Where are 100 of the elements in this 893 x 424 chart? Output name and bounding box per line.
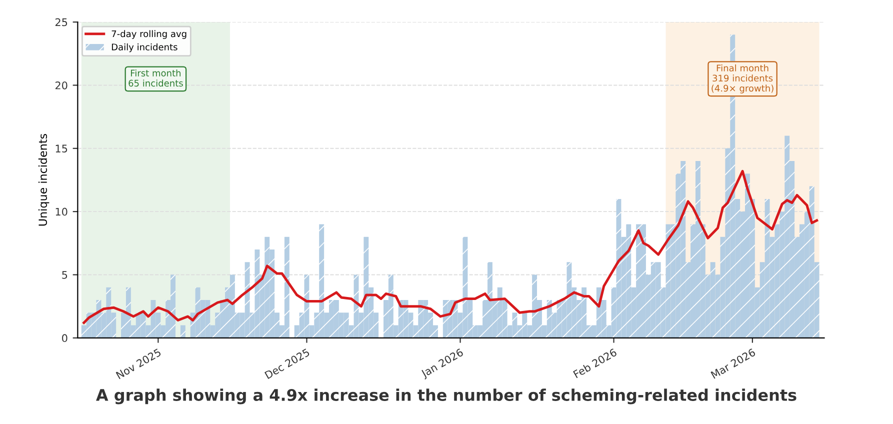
bar (656, 262, 661, 338)
bar (695, 161, 700, 338)
bar (680, 161, 686, 338)
bar (130, 325, 136, 338)
annotation: Final month 319 incidents (4.9× growth) (712, 64, 774, 94)
bar (383, 300, 388, 338)
bar (582, 287, 587, 338)
y-tick-label: 5 (62, 271, 68, 279)
bar (324, 312, 330, 338)
bar (299, 312, 304, 338)
bar (398, 300, 404, 338)
bar (522, 312, 528, 338)
bar (487, 262, 492, 338)
bar (720, 236, 726, 338)
bar (566, 262, 572, 338)
bar (314, 312, 320, 338)
bar (497, 287, 502, 338)
bar (774, 224, 780, 338)
bar (210, 325, 216, 338)
bar (676, 174, 681, 338)
bar (166, 300, 171, 338)
bar (180, 325, 186, 338)
y-tick-label: 0 (62, 334, 68, 342)
bar (631, 287, 636, 338)
bar (601, 300, 606, 338)
bar (591, 325, 596, 338)
y-tick-label: 20 (55, 81, 68, 90)
bar (690, 224, 696, 338)
bar (764, 198, 770, 338)
bar (780, 212, 785, 338)
bar (413, 325, 418, 338)
bar (790, 161, 795, 338)
bar (442, 300, 448, 338)
line-series (82, 170, 818, 324)
bar (794, 236, 800, 338)
bar (344, 312, 349, 338)
bar (542, 325, 547, 338)
bar (770, 236, 775, 338)
bar (814, 262, 820, 338)
bar (418, 300, 424, 338)
bar (260, 274, 265, 338)
bar (279, 325, 284, 338)
bar (254, 249, 260, 338)
bar (646, 274, 651, 338)
bar (700, 224, 706, 338)
bar (502, 300, 508, 338)
y-tick-label: 25 (55, 18, 68, 26)
bar (760, 262, 765, 338)
bar (611, 287, 616, 338)
bar (334, 300, 339, 338)
bar (81, 325, 86, 338)
bar (270, 249, 275, 338)
bar (621, 236, 626, 338)
bar (136, 312, 141, 338)
bar (472, 325, 478, 338)
bar (240, 312, 245, 338)
bar (309, 325, 314, 338)
bar (804, 212, 810, 338)
bar (745, 174, 750, 338)
y-tick-label: 10 (56, 208, 68, 216)
bar (626, 224, 632, 338)
bar (205, 300, 210, 338)
bar (374, 312, 379, 338)
bar (606, 325, 612, 338)
bar (468, 300, 473, 338)
bar (784, 136, 790, 338)
bar (433, 325, 438, 338)
bar (111, 312, 116, 338)
bar (537, 300, 542, 338)
text: A graph showing a 4.9x increase in the number of scheming-related incidents (96, 388, 796, 404)
bar (492, 300, 498, 338)
bar (364, 236, 369, 338)
bar (393, 325, 398, 338)
bar (244, 262, 250, 338)
bar (740, 212, 746, 338)
bar (368, 287, 374, 338)
bar (338, 312, 344, 338)
bar (527, 325, 532, 338)
bar (140, 312, 146, 338)
bar (150, 300, 156, 338)
bar (225, 287, 230, 338)
bar (348, 325, 354, 338)
bar (660, 287, 666, 338)
bar (572, 287, 577, 338)
bar (160, 325, 166, 338)
bar (482, 300, 488, 338)
bar (478, 325, 483, 338)
bar (408, 312, 414, 338)
bar (586, 325, 592, 338)
bar (616, 198, 622, 338)
bar (234, 312, 240, 338)
bar (423, 300, 428, 338)
bar (284, 236, 290, 338)
bar (670, 224, 676, 338)
bar (546, 300, 552, 338)
bar (101, 312, 106, 338)
bar (636, 224, 642, 338)
bar (650, 262, 656, 338)
bar (715, 274, 720, 338)
bar (458, 312, 463, 338)
